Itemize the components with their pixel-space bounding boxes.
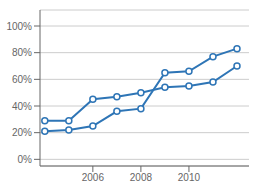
svg-text:20%: 20% xyxy=(12,127,32,138)
svg-text:2010: 2010 xyxy=(178,172,201,183)
svg-text:2008: 2008 xyxy=(130,172,153,183)
svg-text:0%: 0% xyxy=(18,154,33,165)
svg-text:80%: 80% xyxy=(12,47,32,58)
svg-text:40%: 40% xyxy=(12,101,32,112)
svg-text:100%: 100% xyxy=(8,21,32,32)
svg-text:60%: 60% xyxy=(12,74,32,85)
svg-text:2006: 2006 xyxy=(82,172,105,183)
